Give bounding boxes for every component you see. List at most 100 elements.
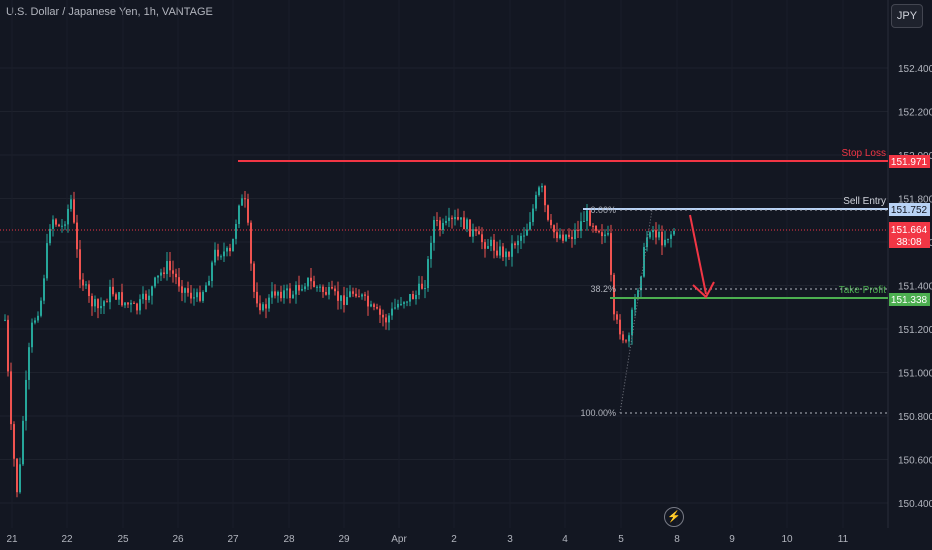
lightning-icon[interactable]: ⚡ (664, 507, 684, 527)
time-tick-label: 11 (838, 534, 849, 545)
candle-body (382, 314, 384, 318)
candle-body (376, 307, 378, 309)
price-tick-label: 150.800 (898, 412, 932, 423)
price-tick-label: 150.600 (898, 456, 932, 467)
candle-body (85, 284, 87, 286)
candle-body (391, 308, 393, 316)
candle-body (22, 420, 24, 465)
candle-body (289, 288, 291, 299)
candle-body (556, 232, 558, 239)
candle-body (634, 297, 636, 310)
candle-body (370, 304, 372, 307)
candle-body (544, 185, 546, 206)
candle-body (157, 275, 159, 278)
time-tick-label: 9 (729, 534, 735, 545)
candle-body (385, 317, 387, 323)
candle-body (514, 243, 516, 246)
candle-body (178, 277, 180, 287)
current-price-tag (889, 222, 930, 248)
candle-body (523, 235, 525, 237)
candle-body (286, 288, 288, 291)
candle-body (316, 286, 318, 288)
candle-body (301, 289, 303, 291)
candle-body (541, 185, 543, 188)
price-axis: 152.400152.200152.000151.800151.600151.4… (898, 64, 932, 510)
candle-body (334, 288, 336, 292)
candle-body (19, 464, 21, 493)
candle-body (394, 307, 396, 309)
candle-body (169, 261, 171, 271)
candle-body (577, 229, 579, 231)
candle-body (241, 198, 243, 206)
candle-body (88, 284, 90, 297)
candle-body (52, 219, 54, 229)
candle-body (481, 234, 483, 243)
candle-body (478, 231, 480, 235)
candle-body (58, 224, 60, 227)
candle-body (175, 273, 177, 278)
candle-body (409, 293, 411, 302)
candle-body (589, 210, 591, 226)
candle-body (463, 217, 465, 230)
candle-body (355, 293, 357, 297)
candle-body (487, 246, 489, 249)
candle-body (91, 296, 93, 307)
candle-body (493, 239, 495, 251)
candle-body (484, 242, 486, 249)
projection-arrow[interactable] (689, 214, 715, 299)
time-tick-label: 4 (562, 534, 568, 545)
candle-body (154, 277, 156, 287)
candle-body (190, 292, 192, 299)
candle-body (100, 306, 102, 309)
candle-body (238, 205, 240, 225)
candle-body (46, 243, 48, 279)
candle-body (211, 262, 213, 281)
candle-body (274, 291, 276, 296)
candle-body (352, 291, 354, 294)
time-tick-label: 25 (117, 534, 129, 545)
candle-body (226, 247, 228, 252)
candle-body (631, 309, 633, 336)
candle-body (619, 319, 621, 335)
candle-body (61, 225, 63, 227)
candle-body (70, 199, 72, 209)
currency-button[interactable]: JPY (891, 4, 923, 28)
candle-body (340, 295, 342, 301)
candle-body (13, 424, 15, 459)
candle-body (28, 347, 30, 380)
candle-body (136, 303, 138, 311)
candle-body (532, 208, 534, 223)
countdown: 38:08 (896, 237, 921, 248)
time-tick-label: 3 (507, 534, 513, 545)
candle-body (442, 222, 444, 231)
time-tick-label: 5 (618, 534, 624, 545)
candle-body (568, 234, 570, 237)
candle-body (529, 222, 531, 230)
candle-body (499, 246, 501, 256)
candle-body (388, 315, 390, 323)
candle-body (145, 293, 147, 301)
candle-body (163, 272, 165, 275)
candle-body (670, 234, 672, 239)
time-tick-label: Apr (391, 534, 407, 545)
candle-body (160, 272, 162, 276)
candle-body (616, 314, 618, 320)
candle-body (655, 230, 657, 238)
candle-body (400, 303, 402, 305)
candle-body (214, 249, 216, 263)
candle-body (25, 379, 27, 421)
candle-body (220, 256, 222, 258)
candle-body (637, 290, 639, 298)
candle-body (148, 295, 150, 301)
candle-body (571, 236, 573, 240)
candle-body (277, 291, 279, 296)
candle-body (430, 242, 432, 260)
candle-body (412, 293, 414, 300)
candle-body (466, 219, 468, 230)
candle-body (640, 276, 642, 291)
candle-body (16, 458, 18, 493)
candle-body (433, 220, 435, 243)
candle-body (601, 232, 603, 237)
time-tick-label: 26 (172, 534, 184, 545)
